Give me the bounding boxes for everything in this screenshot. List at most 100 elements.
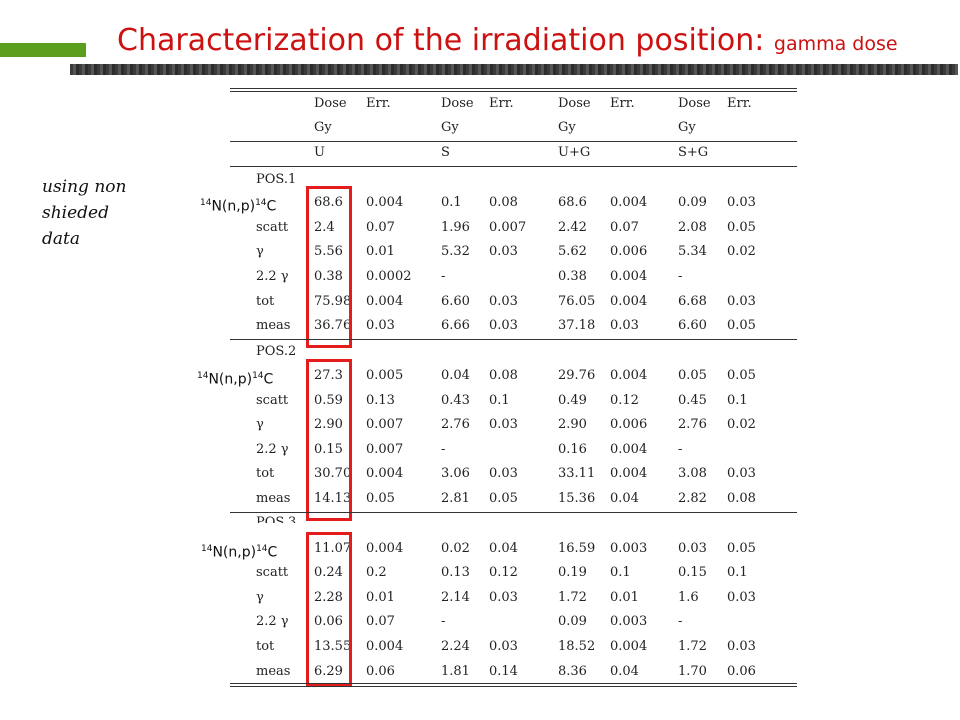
table-cell: 0.13 (366, 393, 395, 408)
table-cell: 0.09 (678, 195, 707, 210)
table-cell: 0.1 (727, 565, 748, 580)
table-cell: 0.43 (441, 393, 470, 408)
header-cell: Err. (610, 96, 635, 111)
table-cell: 0.03 (678, 541, 707, 556)
header-cell: Err. (366, 96, 391, 111)
side-note-line: using non (42, 177, 127, 197)
table-rule (230, 141, 797, 142)
table-cell: 0.12 (489, 565, 518, 580)
table-cell: 0.2 (366, 565, 387, 580)
slide-title: Characterization of the irradiation posi… (117, 22, 898, 63)
table-cell: 0.007 (366, 442, 404, 457)
table-cell: 5.34 (678, 244, 707, 259)
table-cell: 3.08 (678, 466, 707, 481)
table-cell: 0.004 (610, 294, 648, 309)
position-label: POS.3 (256, 515, 297, 523)
table-cell: 0.004 (610, 368, 648, 383)
table-cell: 0.004 (366, 195, 404, 210)
table-cell: 0.03 (489, 318, 518, 333)
table-cell: 0.03 (489, 590, 518, 605)
table-cell: 0.05 (727, 318, 756, 333)
side-note-line: data (42, 229, 80, 249)
table-cell: 2.82 (678, 491, 707, 506)
table-cell: 0.03 (727, 195, 756, 210)
table-cell: 5.62 (558, 244, 587, 259)
row-label: meas (256, 491, 291, 506)
table-cell: 6.60 (678, 318, 707, 333)
table-cell: 0.05 (489, 491, 518, 506)
table-cell: 13.55 (314, 639, 352, 654)
table-cell: 0.19 (558, 565, 587, 580)
table-cell: 37.18 (558, 318, 596, 333)
table-cell: 0.007 (489, 220, 527, 235)
table-cell: - (678, 442, 683, 457)
table-cell: 1.6 (678, 590, 699, 605)
table-cell: 0.01 (366, 244, 395, 259)
table-cell: 6.66 (441, 318, 470, 333)
table-cell: 0.38 (558, 269, 587, 284)
table-cell: 0.03 (366, 318, 395, 333)
table-cell: 33.11 (558, 466, 596, 481)
reaction-label: 14N(n,p)14C (201, 544, 278, 561)
table-cell: 1.96 (441, 220, 470, 235)
header-cell: Dose (558, 96, 591, 111)
table-cell: 27.3 (314, 368, 343, 383)
accent-bar (0, 43, 86, 57)
header-cell: Err. (489, 96, 514, 111)
table-cell: 6.68 (678, 294, 707, 309)
table-cell: 16.59 (558, 541, 596, 556)
table-cell: 0.004 (366, 541, 404, 556)
table-rule (230, 88, 797, 89)
table-cell: 0.004 (366, 639, 404, 654)
row-label: 2.2 γ (256, 614, 289, 629)
table-cell: 0.16 (558, 442, 587, 457)
table-cell: 0.03 (727, 590, 756, 605)
table-cell: 0.13 (441, 565, 470, 580)
table-cell: 0.1 (727, 393, 748, 408)
table-cell: - (441, 269, 446, 284)
table-cell: 2.76 (678, 417, 707, 432)
table-cell: 0.004 (366, 466, 404, 481)
table-cell: 0.05 (678, 368, 707, 383)
table-cell: 0.02 (727, 417, 756, 432)
table-cell: 0.07 (366, 220, 395, 235)
title-subtitle: gamma dose (773, 33, 898, 55)
table-cell: 1.81 (441, 664, 470, 679)
table-cell: 0.03 (489, 639, 518, 654)
table-cell: 3.06 (441, 466, 470, 481)
table-rule (230, 91, 797, 92)
table-cell: 2.90 (314, 417, 343, 432)
position-label: POS.2 (256, 344, 297, 359)
header-cell: Gy (558, 120, 576, 135)
table-cell: 0.05 (366, 491, 395, 506)
row-label: scatt (256, 393, 289, 408)
header-cell: Dose (314, 96, 347, 111)
table-cell: 0.03 (489, 294, 518, 309)
table-cell: 0.004 (610, 442, 648, 457)
table-cell: 0.24 (314, 565, 343, 580)
table-cell: 0.06 (727, 664, 756, 679)
header-cell: U (314, 145, 325, 160)
table-rule (230, 686, 797, 687)
table-cell: 0.05 (727, 220, 756, 235)
highlight-box (306, 532, 352, 686)
side-note-line: shieded (42, 203, 109, 223)
table-cell: 2.14 (441, 590, 470, 605)
header-cell: S (441, 145, 450, 160)
row-label: 2.2 γ (256, 442, 289, 457)
table-cell: 1.72 (558, 590, 587, 605)
table-cell: 0.12 (610, 393, 639, 408)
table-cell: 0.04 (610, 491, 639, 506)
table-cell: 0.08 (727, 491, 756, 506)
reaction-label: 14N(n,p)14C (197, 371, 274, 388)
table-cell: 0.03 (727, 466, 756, 481)
table-cell: 2.81 (441, 491, 470, 506)
table-cell: 0.007 (366, 417, 404, 432)
table-cell: 0.003 (610, 541, 648, 556)
table-cell: 0.08 (489, 195, 518, 210)
table-cell: 0.38 (314, 269, 343, 284)
table-cell: 8.36 (558, 664, 587, 679)
table-cell: 0.05 (727, 541, 756, 556)
table-cell: 0.03 (727, 639, 756, 654)
table-cell: 0.03 (489, 466, 518, 481)
